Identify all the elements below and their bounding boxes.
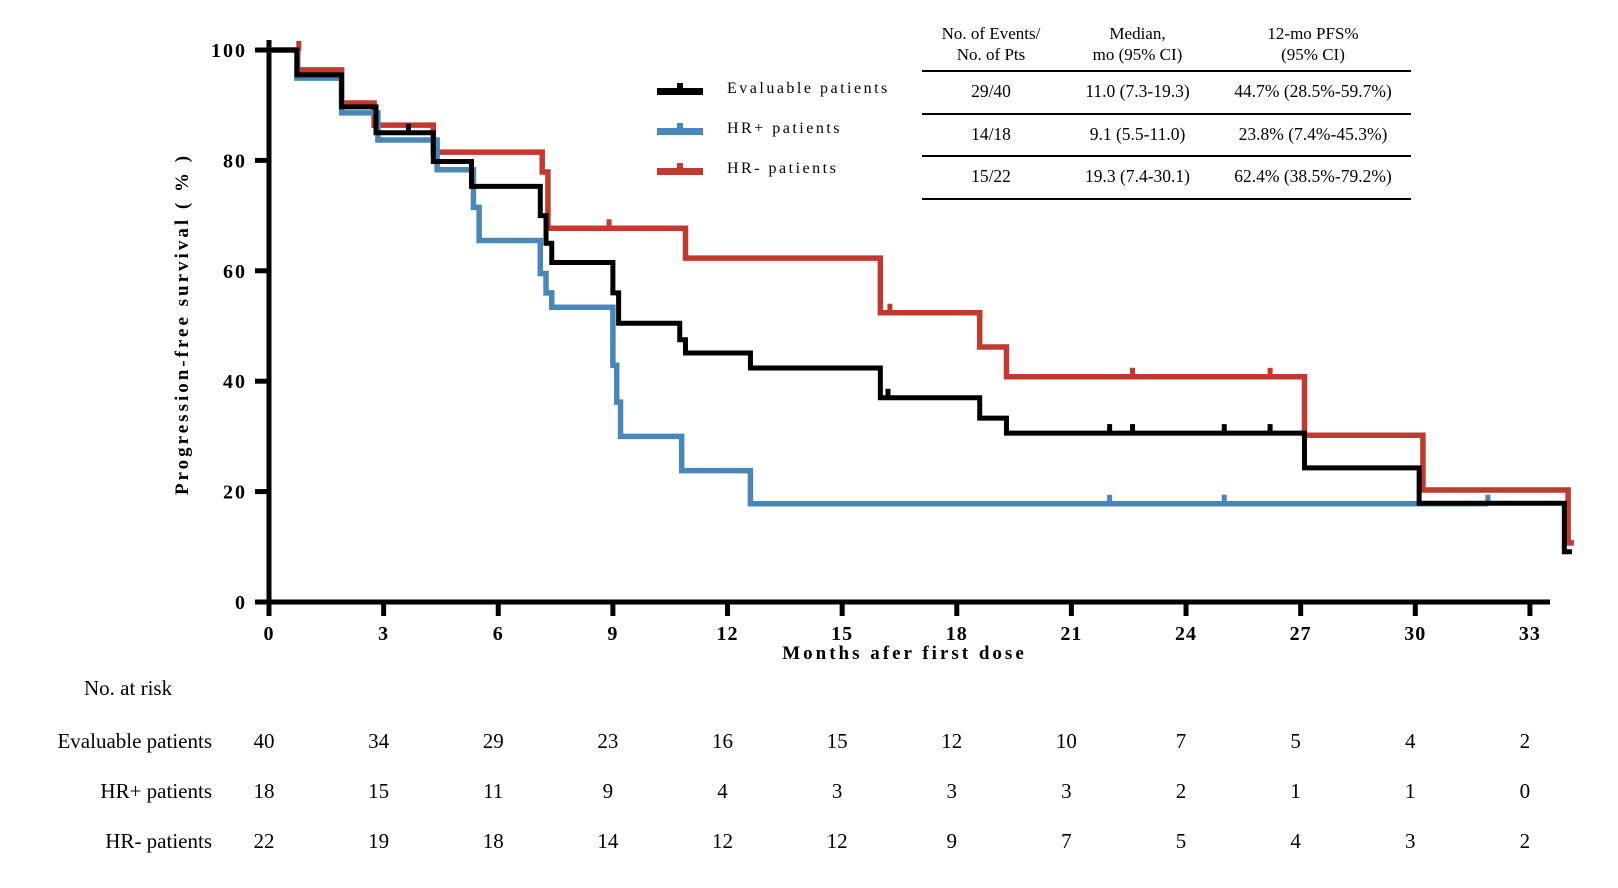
x-tick-label: 18 [946, 623, 968, 645]
legend-swatch-hr-negative [657, 163, 703, 175]
stats-header-cell: No. of Events/ No. of Pts [922, 24, 1060, 73]
km-curve-evaluable [269, 47, 1572, 555]
y-axis-title: Progression-free survival ( % ) [172, 152, 193, 496]
risk-count: 7 [1175, 729, 1187, 753]
risk-count: 5 [1175, 829, 1187, 853]
stats-cell: 9.1 (5.5-11.0) [1060, 115, 1215, 158]
risk-count: 9 [602, 779, 614, 803]
risk-count: 4 [717, 779, 728, 803]
risk-count: 15 [826, 729, 848, 753]
risk-count: 22 [253, 829, 275, 853]
x-tick-label: 21 [1060, 623, 1082, 645]
stats-cell: 62.4% (38.5%-79.2%) [1215, 157, 1411, 200]
risk-count: 3 [1061, 779, 1072, 803]
km-curve-hr-negative [269, 47, 1574, 546]
x-axis-title: Months afer first dose [782, 643, 1027, 664]
legend-item-evaluable: Evaluable patients [655, 76, 890, 102]
stats-cell: 19.3 (7.4-30.1) [1060, 157, 1215, 200]
stats-header-cell: 12-mo PFS% (95% CI) [1215, 24, 1411, 73]
risk-count: 3 [1405, 829, 1416, 853]
y-tick-label: 20 [223, 482, 247, 504]
stats-cell: 14/18 [922, 115, 1060, 158]
y-tick-label: 60 [223, 261, 247, 283]
risk-count: 11 [483, 779, 504, 803]
stats-cell: 11.0 (7.3-19.3) [1060, 72, 1215, 115]
stats-cell: 29/40 [922, 72, 1060, 115]
x-tick-label: 15 [831, 623, 853, 645]
risk-count: 2 [1519, 829, 1531, 853]
legend-label: Evaluable patients [727, 80, 890, 97]
risk-row-label: HR- patients [105, 829, 212, 853]
y-tick-label: 0 [235, 592, 247, 614]
risk-count: 7 [1061, 829, 1072, 853]
legend-swatch-evaluable [657, 83, 703, 95]
risk-table-title: No. at risk [84, 676, 173, 700]
y-tick-label: 80 [223, 150, 247, 172]
legend-item-hr-negative: HR- patients [655, 156, 890, 182]
x-tick-label: 33 [1519, 623, 1541, 645]
risk-count: 2 [1175, 779, 1187, 803]
legend-swatch-hr-positive [657, 123, 703, 135]
legend-item-hr-positive: HR+ patients [655, 116, 890, 142]
risk-count: 40 [253, 729, 275, 753]
risk-count: 14 [597, 829, 619, 853]
risk-count: 12 [712, 829, 734, 853]
risk-count: 1 [1405, 779, 1416, 803]
risk-count: 16 [712, 729, 734, 753]
x-tick-label: 9 [607, 623, 618, 645]
stats-table: No. of Events/ No. of Pts Median, mo (95%… [922, 24, 1411, 200]
risk-count: 1 [1290, 779, 1301, 803]
risk-count: 4 [1405, 729, 1416, 753]
risk-row-label: HR+ patients [100, 779, 212, 803]
risk-count: 18 [253, 779, 275, 803]
x-tick-label: 27 [1290, 623, 1312, 645]
risk-count: 3 [831, 779, 843, 803]
x-tick-label: 24 [1175, 623, 1197, 645]
risk-count: 29 [482, 729, 504, 753]
stats-header-cell: Median, mo (95% CI) [1060, 24, 1215, 73]
y-tick-label: 100 [211, 40, 247, 62]
km-curve-hr-positive [269, 47, 1488, 507]
legend-label: HR+ patients [727, 120, 843, 137]
stats-cell: 23.8% (7.4%-45.3%) [1215, 115, 1411, 158]
risk-count: 12 [826, 829, 848, 853]
risk-count: 34 [368, 729, 390, 753]
legend: Evaluable patients HR+ patients HR- patien… [655, 76, 890, 196]
risk-count: 15 [368, 779, 390, 803]
risk-count: 5 [1290, 729, 1301, 753]
x-tick-label: 12 [717, 623, 739, 645]
risk-count: 3 [946, 779, 958, 803]
risk-count: 23 [597, 729, 619, 753]
stats-cell: 15/22 [922, 157, 1060, 200]
stats-cell: 44.7% (28.5%-59.7%) [1215, 72, 1411, 115]
risk-count: 19 [368, 829, 390, 853]
risk-count: 0 [1519, 779, 1531, 803]
risk-row-label: Evaluable patients [57, 729, 212, 753]
risk-count: 12 [941, 729, 963, 753]
y-tick-label: 40 [223, 371, 247, 393]
x-tick-label: 3 [378, 623, 389, 645]
risk-count: 9 [946, 829, 958, 853]
legend-label: HR- patients [727, 160, 839, 177]
x-tick-label: 30 [1404, 623, 1426, 645]
risk-count: 10 [1055, 729, 1077, 753]
risk-count: 18 [482, 829, 504, 853]
x-tick-label: 6 [493, 623, 504, 645]
x-tick-label: 0 [264, 623, 275, 645]
risk-count: 2 [1519, 729, 1531, 753]
risk-count: 4 [1290, 829, 1301, 853]
